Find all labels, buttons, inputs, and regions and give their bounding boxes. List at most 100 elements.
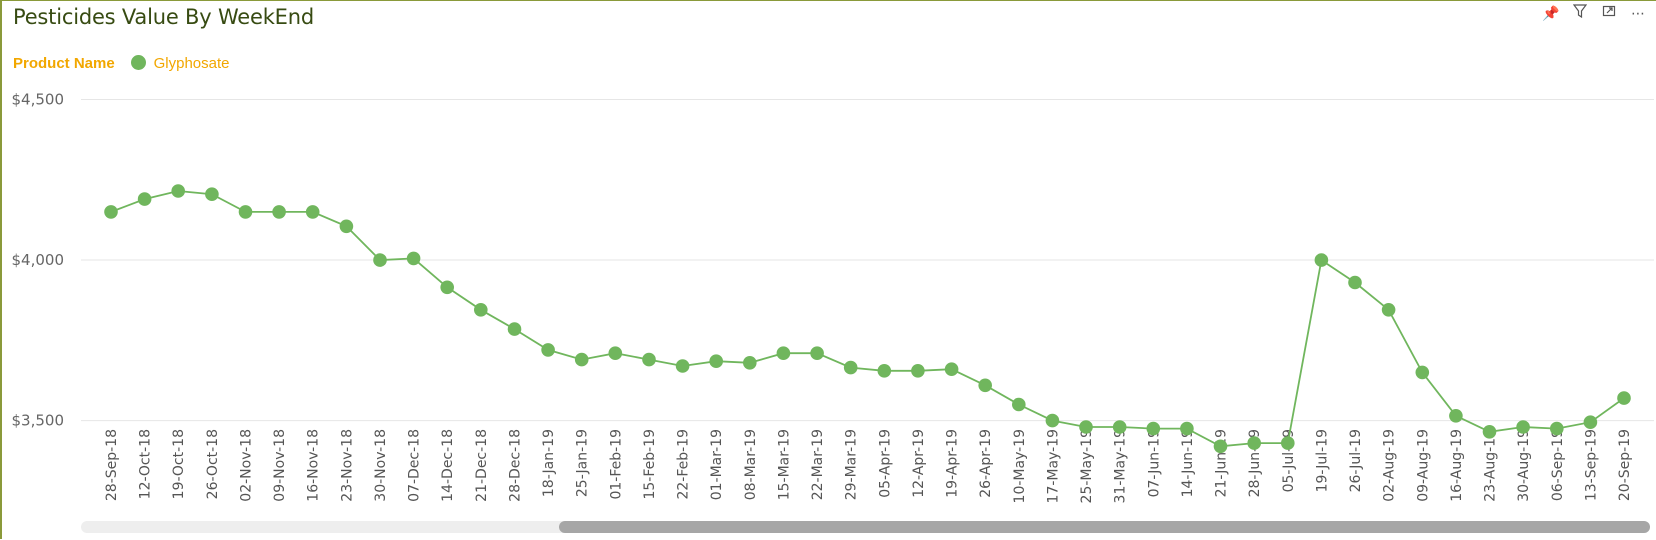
x-tick-label: 01-Feb-19 — [608, 429, 624, 500]
data-point[interactable] — [1146, 421, 1161, 436]
data-point[interactable] — [810, 346, 824, 361]
x-tick-label: 28-Dec-18 — [507, 429, 523, 502]
x-tick-label: 18-Jan-19 — [541, 429, 557, 497]
data-point[interactable] — [171, 184, 185, 198]
x-tick-label: 26-Oct-18 — [205, 429, 221, 499]
x-tick-label: 22-Feb-19 — [676, 429, 692, 500]
data-point[interactable] — [1112, 420, 1127, 434]
legend-label-glyphosate[interactable]: Glyphosate — [153, 55, 230, 72]
x-tick-label: 19-Oct-18 — [171, 429, 187, 499]
data-point[interactable] — [238, 205, 253, 219]
data-point[interactable] — [104, 205, 118, 219]
data-point[interactable] — [642, 352, 656, 367]
data-point[interactable] — [205, 187, 219, 201]
data-point[interactable] — [1314, 253, 1329, 267]
data-point[interactable] — [1516, 420, 1530, 434]
pin-icon[interactable]: 📌 — [1542, 6, 1560, 22]
data-point[interactable] — [978, 378, 992, 393]
data-point[interactable] — [1348, 275, 1362, 290]
more-options-icon[interactable]: ⋯ — [1631, 6, 1645, 22]
data-point[interactable] — [1381, 303, 1396, 317]
data-point[interactable] — [1213, 439, 1228, 454]
x-axis-ticks: 28-Sep-18 12-Oct-18 19-Oct-18 26-Oct-18 02-N… — [104, 429, 1633, 503]
data-point[interactable] — [877, 364, 892, 378]
data-point[interactable] — [541, 343, 555, 357]
x-tick-label: 28-Sep-18 — [104, 429, 120, 501]
data-point[interactable] — [137, 192, 152, 206]
data-point[interactable] — [608, 346, 623, 361]
x-tick-label: 14-Dec-18 — [440, 429, 456, 502]
x-tick-label: 16-Aug-19 — [1449, 429, 1465, 502]
x-tick-label: 12-Oct-18 — [138, 429, 154, 499]
x-tick-label: 07-Jun-19 — [1146, 429, 1162, 497]
data-point[interactable] — [1583, 415, 1598, 430]
data-point[interactable] — [474, 303, 488, 317]
data-point[interactable] — [305, 205, 320, 219]
x-tick-label: 02-Aug-19 — [1382, 429, 1398, 502]
data-point[interactable] — [406, 251, 421, 266]
data-point[interactable] — [373, 253, 387, 267]
data-point[interactable] — [1045, 413, 1060, 428]
data-point[interactable] — [1482, 425, 1497, 439]
data-point[interactable] — [272, 205, 286, 219]
data-point[interactable] — [1012, 397, 1026, 412]
x-tick-label: 15-Feb-19 — [642, 429, 658, 500]
data-point[interactable] — [1415, 365, 1430, 380]
data-point[interactable] — [1180, 421, 1194, 436]
y-tick-label: $4,500 — [12, 91, 65, 109]
data-point[interactable] — [1449, 409, 1463, 423]
data-point[interactable] — [1247, 436, 1261, 450]
data-point[interactable] — [743, 356, 757, 370]
data-point[interactable] — [843, 360, 858, 375]
x-tick-label: 21-Jun-19 — [1214, 429, 1230, 497]
data-point[interactable] — [574, 352, 589, 367]
data-point[interactable] — [944, 362, 959, 377]
data-point[interactable] — [1550, 421, 1564, 436]
x-tick-label: 30-Nov-18 — [373, 429, 389, 502]
legend-marker-glyphosate[interactable] — [131, 55, 147, 70]
horizontal-scrollbar-thumb[interactable] — [559, 521, 1650, 533]
x-tick-label: 05-Apr-19 — [877, 429, 893, 498]
x-tick-label: 20-Sep-19 — [1617, 429, 1633, 501]
data-point[interactable] — [911, 364, 925, 378]
data-point[interactable] — [1281, 436, 1295, 450]
x-tick-label: 01-Mar-19 — [709, 429, 725, 500]
x-tick-label: 26-Apr-19 — [978, 429, 994, 498]
data-point[interactable] — [507, 322, 522, 336]
data-point[interactable] — [1079, 420, 1093, 434]
x-tick-label: 06-Sep-19 — [1550, 429, 1566, 501]
x-tick-label: 08-Mar-19 — [743, 429, 759, 500]
data-point[interactable] — [709, 354, 723, 369]
series-points-glyphosate — [104, 184, 1631, 454]
x-tick-label: 26-Jul-19 — [1348, 429, 1364, 492]
chart-title: Pesticides Value By WeekEnd — [13, 5, 314, 29]
x-tick-label: 19-Jul-19 — [1314, 429, 1330, 492]
x-tick-label: 23-Aug-19 — [1483, 429, 1499, 502]
data-point[interactable] — [1617, 391, 1631, 405]
x-tick-label: 25-May-19 — [1079, 429, 1095, 503]
data-point[interactable] — [339, 219, 354, 234]
focus-mode-icon[interactable] — [1597, 4, 1621, 22]
data-point[interactable] — [440, 280, 455, 295]
x-tick-label: 21-Dec-18 — [474, 429, 490, 502]
series-line-glyphosate — [110, 190, 1625, 448]
x-tick-label: 10-May-19 — [1012, 429, 1028, 503]
x-tick-label: 09-Aug-19 — [1415, 429, 1431, 502]
filter-icon[interactable] — [1568, 4, 1592, 22]
x-tick-label: 09-Nov-18 — [272, 429, 288, 502]
x-tick-label: 14-Jun-19 — [1180, 429, 1196, 497]
x-tick-label: 02-Nov-18 — [238, 429, 254, 502]
visual-header-icons: 📌 ⋯ — [1539, 3, 1650, 25]
x-tick-label: 17-May-19 — [1045, 429, 1061, 503]
y-tick-label: $4,000 — [12, 251, 65, 269]
data-point[interactable] — [675, 359, 690, 373]
x-tick-label: 19-Apr-19 — [945, 429, 961, 498]
data-point[interactable] — [776, 346, 791, 361]
x-tick-label: 23-Nov-18 — [339, 429, 355, 502]
legend-title: Product Name — [13, 55, 115, 72]
x-tick-label: 29-Mar-19 — [844, 429, 860, 500]
x-tick-label: 25-Jan-19 — [575, 429, 591, 497]
x-tick-label: 16-Nov-18 — [306, 429, 322, 502]
